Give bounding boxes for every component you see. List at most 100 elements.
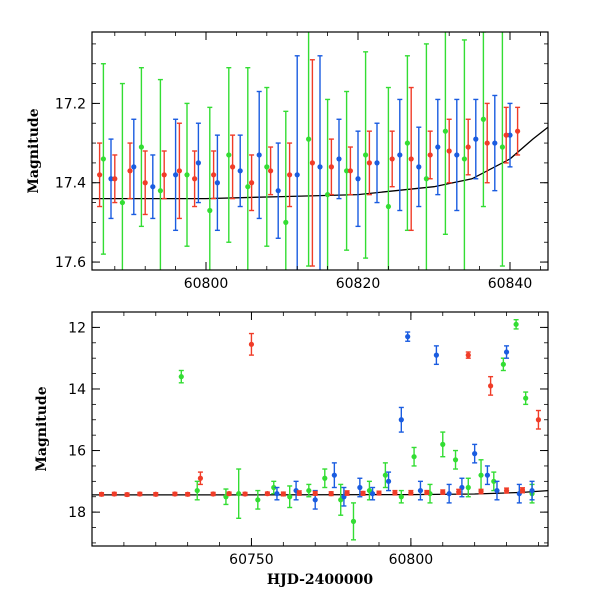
top-marker xyxy=(423,176,429,182)
top-data-point xyxy=(347,146,353,196)
top-data-point xyxy=(249,154,255,212)
bottom-marker xyxy=(408,490,414,496)
top-data-point xyxy=(131,118,137,216)
top-data-point xyxy=(336,118,342,200)
top-marker xyxy=(344,168,350,174)
bottom-data-point xyxy=(357,477,363,498)
bottom-data-point xyxy=(405,331,411,342)
top-series-0 xyxy=(100,32,505,270)
bottom-data-point xyxy=(503,487,510,494)
bottom-plot-area xyxy=(92,318,548,541)
top-data-point xyxy=(317,55,323,270)
top-y-tick-label: 17.2 xyxy=(55,96,86,112)
bottom-marker xyxy=(370,491,376,497)
top-marker xyxy=(97,172,103,178)
top-data-point xyxy=(404,55,410,232)
bottom-data-point xyxy=(513,318,519,330)
bottom-marker xyxy=(331,472,337,478)
bottom-marker xyxy=(350,518,357,524)
top-data-point xyxy=(100,63,106,255)
bottom-marker xyxy=(194,487,200,494)
top-data-point xyxy=(97,142,103,208)
top-data-point xyxy=(195,122,201,204)
bottom-marker xyxy=(478,472,484,478)
bottom-marker xyxy=(312,490,318,496)
top-marker xyxy=(389,156,395,162)
bottom-marker xyxy=(411,454,417,460)
bottom-data-point xyxy=(248,332,255,356)
top-marker xyxy=(268,168,274,174)
top-marker xyxy=(515,128,521,134)
top-marker xyxy=(446,148,452,154)
bottom-y-tick-label: 14 xyxy=(68,382,86,398)
top-data-point xyxy=(465,118,471,176)
bottom-marker xyxy=(98,491,105,497)
bottom-marker xyxy=(478,488,484,495)
bottom-marker xyxy=(484,472,491,478)
top-series-2 xyxy=(97,59,521,267)
top-data-point xyxy=(473,98,479,180)
top-data-point xyxy=(408,86,414,232)
top-data-point xyxy=(268,146,274,196)
top-data-point xyxy=(161,150,167,200)
bottom-data-point xyxy=(271,480,277,495)
top-data-point xyxy=(416,126,422,208)
bottom-x-tick-label: 60800 xyxy=(389,552,434,568)
top-marker xyxy=(363,152,369,158)
top-marker xyxy=(306,136,312,142)
top-marker xyxy=(256,152,262,158)
top-marker xyxy=(385,203,391,210)
bottom-data-point xyxy=(242,491,248,497)
top-marker xyxy=(499,144,505,150)
bottom-data-point xyxy=(194,480,200,501)
bottom-marker xyxy=(312,497,318,503)
bottom-data-point xyxy=(446,483,452,504)
bottom-data-point xyxy=(529,480,535,501)
top-data-point xyxy=(328,138,334,196)
bottom-marker xyxy=(440,441,446,447)
top-y-axis-label: Magnitude xyxy=(26,108,42,193)
bottom-data-point xyxy=(185,491,191,497)
bottom-marker xyxy=(523,395,529,401)
bottom-marker xyxy=(535,417,542,423)
bottom-data-point xyxy=(519,487,526,494)
bottom-marker xyxy=(503,487,510,494)
top-marker xyxy=(207,207,213,214)
bottom-marker xyxy=(271,484,277,491)
top-marker xyxy=(176,168,182,174)
bottom-y-axis-label: Magnitude xyxy=(34,386,50,471)
bottom-marker xyxy=(124,491,130,498)
top-data-point xyxy=(294,55,300,270)
top-marker xyxy=(249,180,255,186)
top-ticks: 60800 60820 60840 17.2 17.4 17.6 xyxy=(55,32,548,292)
bottom-data-point xyxy=(440,489,446,495)
top-marker xyxy=(173,172,179,178)
bottom-marker xyxy=(274,491,280,497)
bottom-data-point xyxy=(398,406,404,433)
bottom-marker xyxy=(137,491,143,497)
top-marker xyxy=(442,128,448,134)
top-marker xyxy=(473,136,479,142)
bottom-marker xyxy=(264,491,270,497)
top-data-point xyxy=(397,98,403,212)
bottom-marker xyxy=(248,341,255,347)
top-marker xyxy=(404,140,410,146)
top-data-point xyxy=(192,150,198,208)
top-data-point xyxy=(480,32,486,208)
bottom-data-point xyxy=(523,391,529,406)
top-y-tick-label: 17.4 xyxy=(55,176,86,192)
top-data-point xyxy=(515,106,521,156)
bottom-data-point xyxy=(350,502,357,541)
bottom-data-point xyxy=(484,465,491,486)
top-marker xyxy=(427,152,433,158)
top-data-point xyxy=(283,110,289,270)
top-marker xyxy=(214,180,220,186)
top-data-point xyxy=(435,98,441,196)
bottom-marker xyxy=(226,491,232,497)
top-data-point xyxy=(454,98,460,212)
bottom-data-point xyxy=(417,480,424,501)
bottom-data-point xyxy=(500,357,506,372)
top-x-tick-label: 60800 xyxy=(184,276,229,292)
bottom-marker xyxy=(472,451,478,457)
bottom-marker xyxy=(322,475,328,481)
